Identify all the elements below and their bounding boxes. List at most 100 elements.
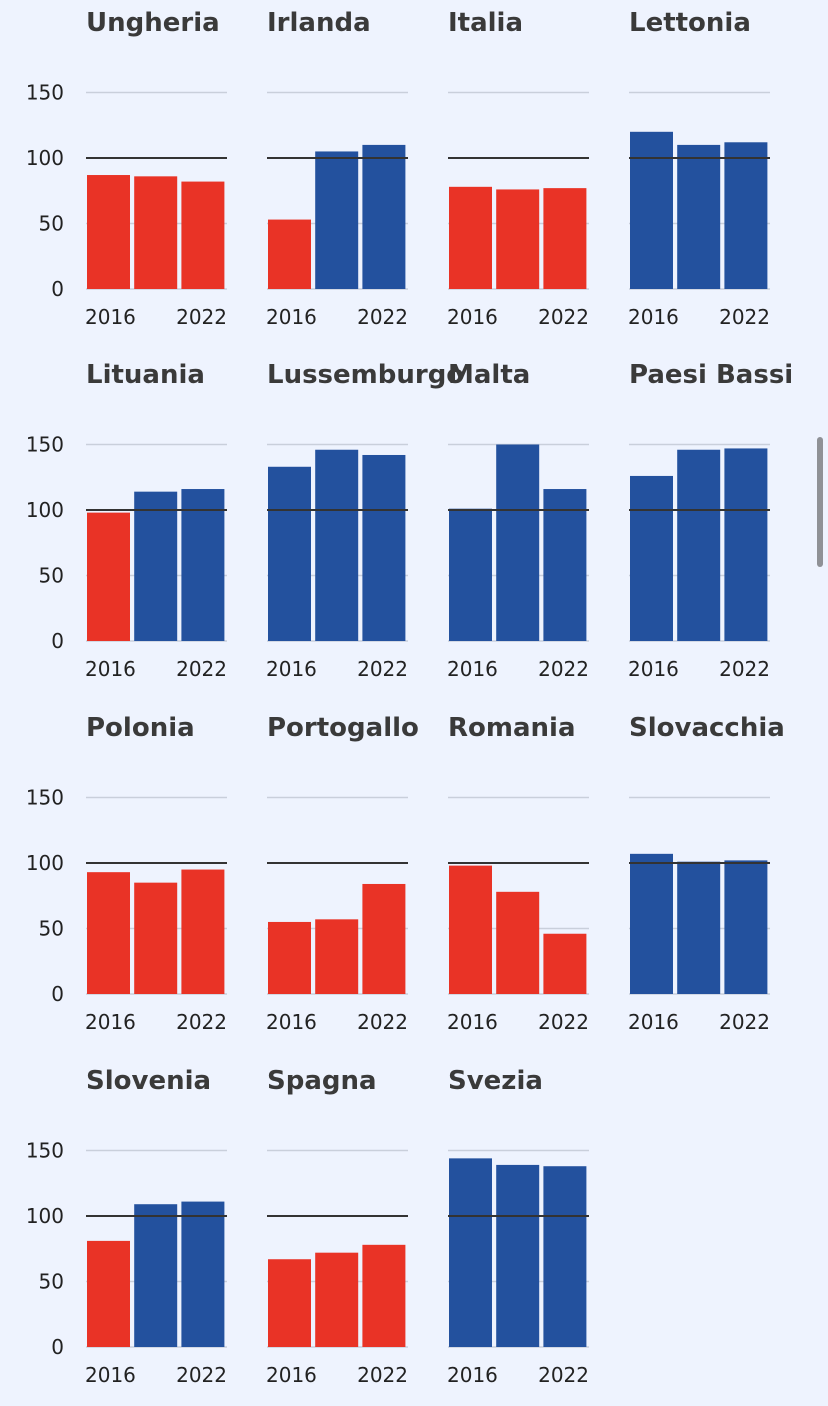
panel-title: Romania xyxy=(448,713,576,743)
panel-title: Spagna xyxy=(267,1066,377,1096)
bar xyxy=(543,489,587,641)
y-tick-label: 150 xyxy=(26,786,64,810)
bar xyxy=(630,475,673,641)
panel-title: Ungheria xyxy=(86,8,220,38)
bar xyxy=(543,1166,587,1347)
panel-title: Portogallo xyxy=(267,713,419,743)
panel-title: Slovacchia xyxy=(629,713,785,743)
x-tick-label: 2022 xyxy=(719,657,770,681)
bar xyxy=(449,1158,492,1347)
x-tick-label: 2022 xyxy=(538,1363,589,1387)
x-tick-label: 2022 xyxy=(538,657,589,681)
y-tick-label: 50 xyxy=(39,1270,64,1294)
panel-title: Lettonia xyxy=(629,8,751,38)
panel-title: Slovenia xyxy=(86,1066,211,1096)
bar xyxy=(724,142,768,289)
bar xyxy=(134,491,178,641)
x-tick-label: 2016 xyxy=(447,657,498,681)
bar xyxy=(496,891,540,994)
bar xyxy=(87,872,130,994)
x-tick-label: 2022 xyxy=(538,305,589,329)
bar xyxy=(87,175,130,289)
panel-title: Lituania xyxy=(86,360,205,390)
bar xyxy=(724,448,768,641)
panel-title: Irlanda xyxy=(267,8,371,38)
y-tick-label: 100 xyxy=(26,498,64,522)
x-tick-label: 2016 xyxy=(447,1010,498,1034)
page-scrollbar[interactable] xyxy=(817,437,823,567)
bar xyxy=(496,444,540,641)
x-tick-label: 2016 xyxy=(266,1363,317,1387)
x-tick-label: 2016 xyxy=(447,305,498,329)
x-tick-label: 2022 xyxy=(357,657,408,681)
bar xyxy=(181,489,225,641)
y-tick-label: 50 xyxy=(39,212,64,236)
bar xyxy=(268,466,311,641)
bar xyxy=(315,449,359,641)
x-tick-label: 2016 xyxy=(85,305,136,329)
x-tick-label: 2022 xyxy=(176,1010,227,1034)
bar xyxy=(268,921,311,994)
x-tick-label: 2022 xyxy=(538,1010,589,1034)
x-tick-label: 2022 xyxy=(357,1010,408,1034)
x-tick-label: 2016 xyxy=(266,305,317,329)
y-tick-label: 50 xyxy=(39,917,64,941)
bar xyxy=(362,883,406,994)
y-tick-label: 100 xyxy=(26,1204,64,1228)
y-tick-label: 0 xyxy=(51,629,64,653)
x-tick-label: 2016 xyxy=(266,657,317,681)
bar xyxy=(134,1204,178,1347)
y-tick-label: 0 xyxy=(51,982,64,1006)
bar xyxy=(449,186,492,289)
y-tick-label: 100 xyxy=(26,146,64,170)
y-tick-label: 150 xyxy=(26,433,64,457)
panel-title: Polonia xyxy=(86,713,195,743)
x-tick-label: 2016 xyxy=(628,1010,679,1034)
bar xyxy=(134,882,178,994)
y-tick-label: 100 xyxy=(26,851,64,875)
panel-title: Malta xyxy=(448,360,530,390)
bar xyxy=(315,151,359,289)
panel-title: Italia xyxy=(448,8,523,38)
bar xyxy=(181,1201,225,1347)
bar xyxy=(543,188,587,289)
x-tick-label: 2016 xyxy=(85,1363,136,1387)
bar xyxy=(268,219,311,289)
bar xyxy=(362,144,406,289)
x-tick-label: 2016 xyxy=(85,1010,136,1034)
bar xyxy=(724,860,768,994)
y-tick-label: 50 xyxy=(39,564,64,588)
y-tick-label: 0 xyxy=(51,1335,64,1359)
bar xyxy=(630,853,673,994)
x-tick-label: 2022 xyxy=(176,657,227,681)
x-tick-label: 2016 xyxy=(85,657,136,681)
x-tick-label: 2022 xyxy=(357,1363,408,1387)
bar xyxy=(315,1252,359,1347)
x-tick-label: 2016 xyxy=(447,1363,498,1387)
bar xyxy=(630,131,673,289)
bar xyxy=(677,449,721,641)
bar xyxy=(87,512,130,641)
bar xyxy=(134,176,178,289)
bar xyxy=(362,1244,406,1347)
y-tick-label: 0 xyxy=(51,277,64,301)
panel-title: Paesi Bassi xyxy=(629,360,793,390)
y-tick-label: 150 xyxy=(26,81,64,105)
y-tick-label: 150 xyxy=(26,1139,64,1163)
bar xyxy=(496,1164,540,1347)
bar xyxy=(268,1259,311,1347)
panel-title: Svezia xyxy=(448,1066,543,1096)
bar xyxy=(87,1240,130,1347)
x-tick-label: 2016 xyxy=(266,1010,317,1034)
bar xyxy=(181,181,225,289)
bar xyxy=(449,865,492,994)
x-tick-label: 2016 xyxy=(628,305,679,329)
bar xyxy=(362,454,406,641)
x-tick-label: 2022 xyxy=(357,305,408,329)
bar xyxy=(449,508,492,641)
x-tick-label: 2022 xyxy=(176,1363,227,1387)
panel-title: Lussemburgo xyxy=(267,360,464,390)
x-tick-label: 2022 xyxy=(719,1010,770,1034)
x-tick-label: 2016 xyxy=(628,657,679,681)
